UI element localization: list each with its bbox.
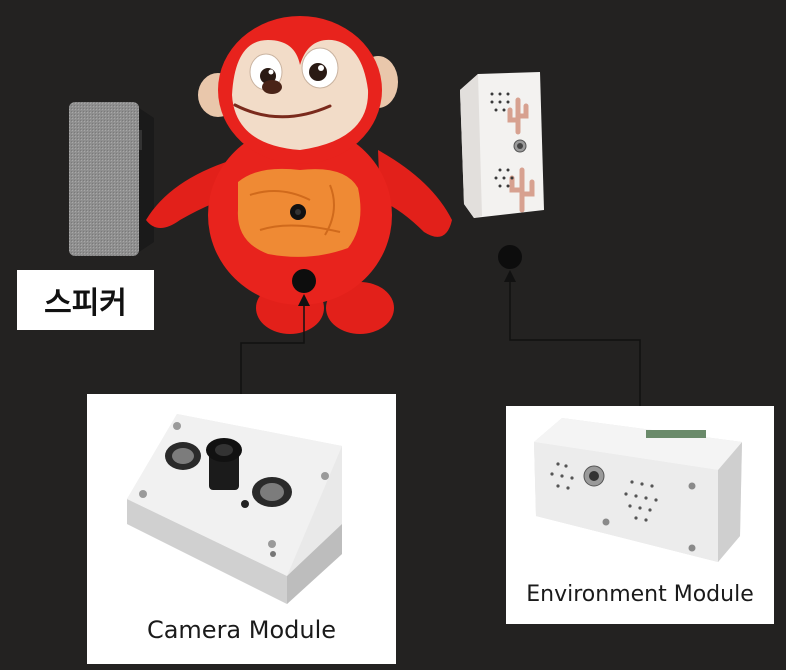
camera-module-image	[127, 414, 342, 604]
speaker-device	[66, 100, 158, 258]
environment-module-panel: Environment Module	[506, 406, 774, 624]
environment-connector-line	[509, 278, 641, 407]
speaker-label-text: 스피커	[44, 286, 127, 321]
camera-module-panel: Camera Module	[87, 394, 396, 664]
speaker-label: 스피커	[17, 270, 154, 330]
monkey-doll	[140, 10, 460, 335]
environment-connector-dot	[498, 245, 522, 269]
environment-device	[456, 70, 548, 222]
environment-connector-arrowhead	[504, 270, 516, 282]
camera-module-caption: Camera Module	[146, 616, 337, 644]
environment-module-caption: Environment Module	[526, 582, 754, 607]
environment-module-image	[534, 418, 742, 562]
